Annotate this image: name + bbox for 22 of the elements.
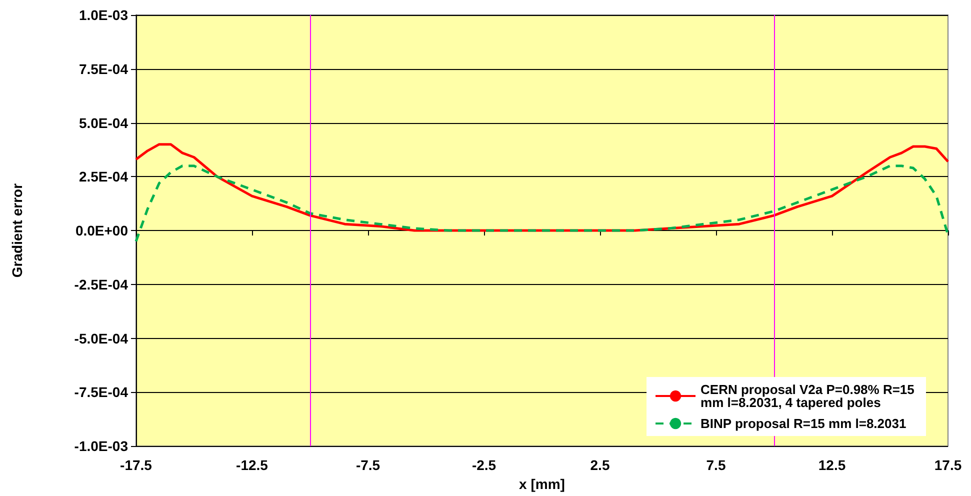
- x-tick-label: -12.5: [236, 457, 268, 474]
- x-tick-label: 2.5: [590, 457, 610, 474]
- x-tick-label: 12.5: [818, 457, 846, 474]
- x-tick-label: -17.5: [120, 457, 152, 474]
- x-tick-label: -2.5: [472, 457, 496, 474]
- y-tick-label: -1.0E-03: [74, 438, 128, 454]
- y-tick-label: 5.0E-04: [78, 114, 128, 131]
- y-tick-label: -5.0E-04: [74, 330, 128, 346]
- y-tick-label: -7.5E-04: [74, 384, 128, 400]
- line-series: [134, 164, 950, 243]
- x-tick-label: 17.5: [934, 457, 962, 474]
- y-axis-title: Gradient error: [9, 182, 25, 278]
- legend-label: BINP proposal R=15 mm l=8.2031: [700, 416, 906, 431]
- y-tick-label: 7.5E-04: [78, 60, 128, 77]
- y-tick-label: 1.0E-03: [78, 7, 128, 23]
- x-axis-title: x [mm]: [519, 476, 565, 492]
- x-tick-label: 7.5: [706, 457, 726, 474]
- y-tick-label: -2.5E-04: [74, 276, 128, 292]
- y-tick-label: 2.5E-04: [78, 168, 128, 185]
- x-tick-label: -7.5: [356, 457, 380, 474]
- y-tick-label: 0.0E+00: [75, 222, 128, 239]
- legend-label: CERN proposal V2a P=0.98% R=15 mm l=8.2031, 4 tapered poles: [700, 382, 918, 410]
